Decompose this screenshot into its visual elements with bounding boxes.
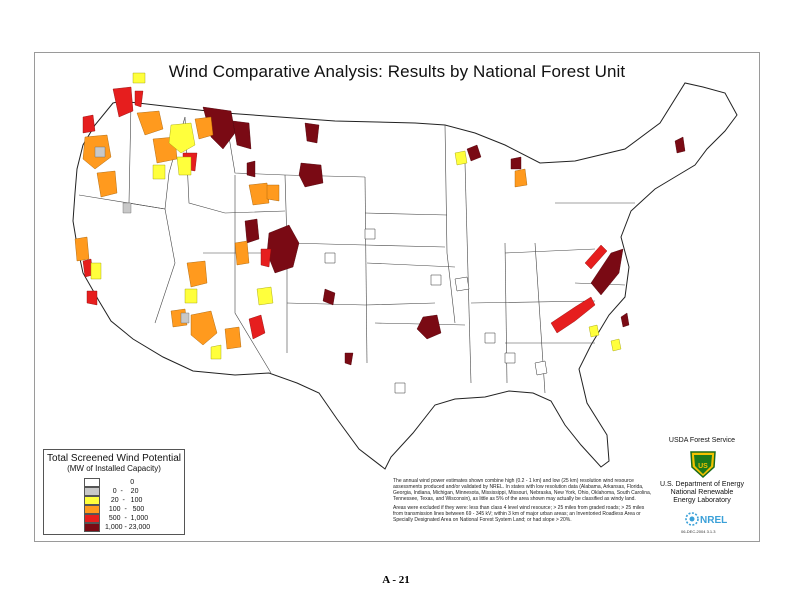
usda-forest-service-label: USDA Forest Service: [668, 437, 736, 444]
note-paragraph-exclusions: Areas were excluded if they were: less t…: [393, 505, 645, 523]
legend-title: Total Screened Wind Potential: [47, 453, 181, 464]
legend-row: 20 - 100: [84, 496, 142, 505]
legend-row: 0: [84, 478, 134, 487]
legend-label: 20 - 100: [105, 497, 143, 504]
page-number: A - 21: [382, 574, 410, 586]
legend-label: 0 - 20: [105, 488, 139, 495]
doe-line-2: National Renewable: [670, 489, 734, 496]
doe-line-1: U.S. Department of Energy: [659, 481, 745, 488]
legend-row: 500 - 1,000: [84, 514, 148, 523]
map-legend: Total Screened Wind Potential (MW of Ins…: [43, 449, 185, 535]
forest-units-gray: [94, 146, 190, 324]
map-title: Wind Comparative Analysis: Results by Na…: [168, 62, 626, 81]
legend-swatch: [84, 514, 100, 523]
forest-units-white: [324, 228, 548, 394]
doe-label-block: U.S. Department of Energy National Renew…: [647, 481, 757, 505]
nrel-logo-icon: NREL: [685, 512, 727, 526]
legend-row: 1,000 - 23,000: [84, 523, 150, 532]
legend-swatch: [84, 496, 100, 505]
date-code: 06-DEC-2004 3.1.3: [681, 529, 716, 534]
legend-swatch: [84, 478, 100, 487]
us-outline: [72, 82, 738, 470]
usda-shield-icon: US: [690, 451, 716, 479]
legend-swatch: [84, 523, 100, 532]
legend-swatch: [84, 505, 100, 514]
map-frame: Wind Comparative Analysis: Results by Na…: [34, 52, 760, 542]
legend-label: 1,000 - 23,000: [105, 524, 151, 531]
legend-subtitle: (MW of Installed Capacity): [67, 464, 161, 473]
us-map: [72, 72, 738, 470]
legend-swatch: [84, 487, 100, 496]
legend-label: 0: [105, 479, 135, 486]
doe-line-3: Energy Laboratory: [673, 497, 731, 504]
legend-row: 0 - 20: [84, 487, 138, 496]
forest-units-darkred: [202, 106, 686, 366]
legend-row: 100 - 500: [84, 505, 144, 514]
methodology-note: The annual wind power estimates shown co…: [393, 478, 655, 526]
legend-label: 500 - 1,000: [105, 515, 149, 522]
nrel-logo-text: NREL: [700, 515, 727, 526]
forest-units-yellow: [90, 72, 622, 360]
note-paragraph-resolution: The annual wind power estimates shown co…: [393, 478, 652, 502]
usda-shield-text: US: [698, 463, 708, 470]
legend-label: 100 - 500: [105, 506, 145, 513]
